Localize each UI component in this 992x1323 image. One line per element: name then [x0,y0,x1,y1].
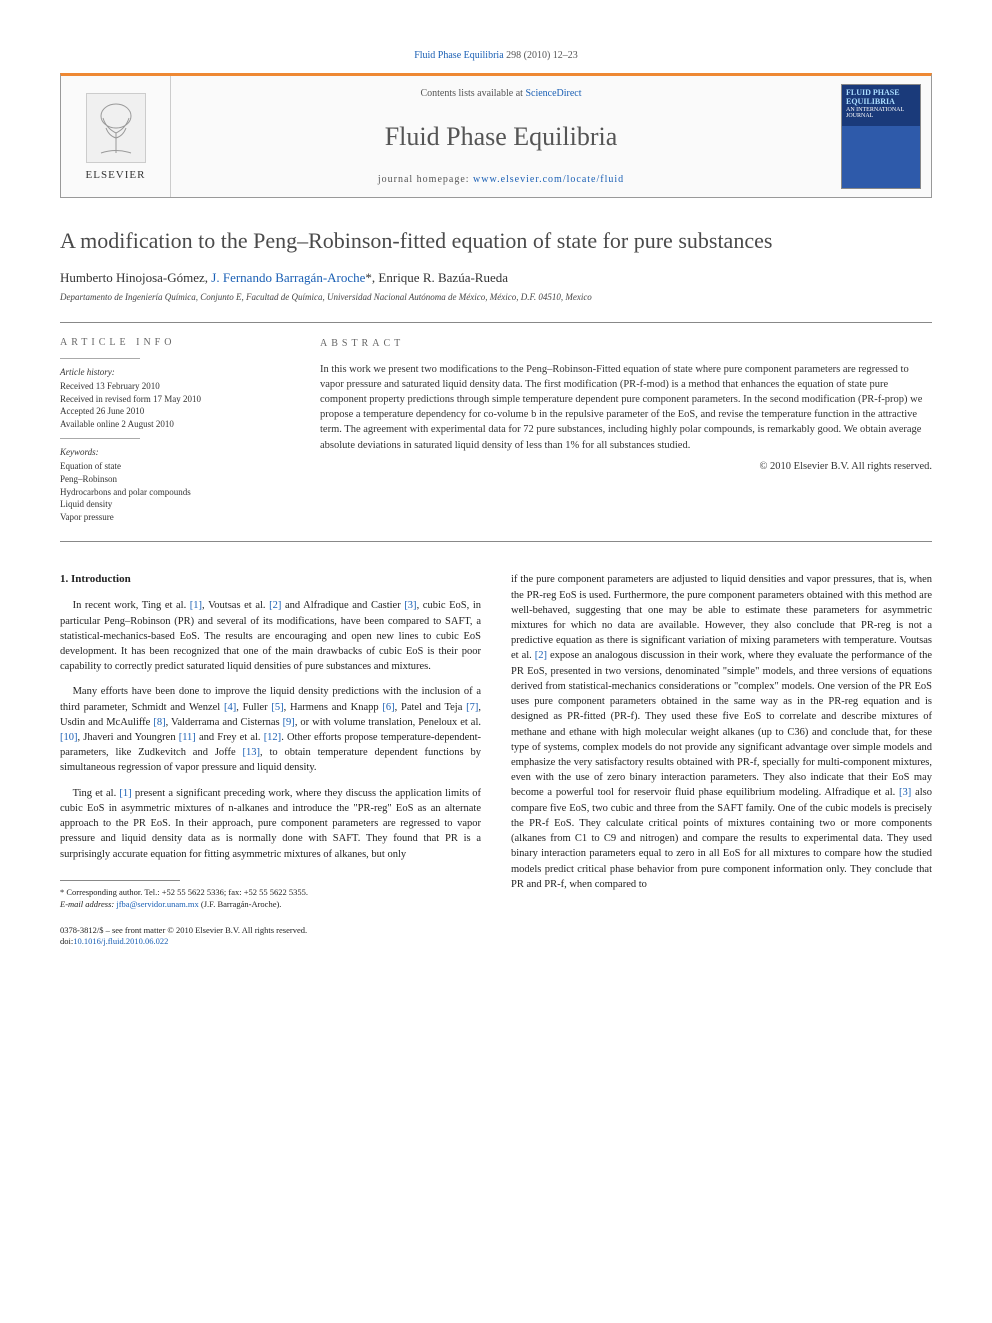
keyword: Peng–Robinson [60,473,300,486]
page-header-citation: Fluid Phase Equilibria 298 (2010) 12–23 [60,50,932,61]
history-revised: Received in revised form 17 May 2010 [60,393,300,406]
affiliation: Departamento de Ingeniería Química, Conj… [60,292,932,302]
history-online: Available online 2 August 2010 [60,418,300,431]
abstract-block: abstract In this work we present two mod… [320,337,932,523]
footnote-separator [60,880,180,881]
contents-available-line: Contents lists available at ScienceDirec… [181,88,821,99]
ref-link[interactable]: [8] [153,717,165,728]
keywords-heading: Keywords: [60,447,300,457]
sciencedirect-link[interactable]: ScienceDirect [525,88,581,99]
ref-link[interactable]: [5] [271,702,283,713]
bottom-meta: 0378-3812/$ – see front matter © 2010 El… [60,925,481,949]
journal-header: ELSEVIER Contents lists available at Sci… [60,73,932,198]
corresponding-footnote: * Corresponding author. Tel.: +52 55 562… [60,887,481,899]
article-body: 1. Introduction In recent work, Ting et … [60,572,932,948]
ref-link[interactable]: [6] [382,702,394,713]
article-info-block: article info Article history: Received 1… [60,337,320,523]
history-accepted: Accepted 26 June 2010 [60,405,300,418]
left-column: 1. Introduction In recent work, Ting et … [60,572,481,948]
ref-link[interactable]: [4] [224,702,236,713]
ref-link[interactable]: [3] [404,600,416,611]
abstract-text: In this work we present two modification… [320,362,932,453]
ref-link[interactable]: [1] [190,600,202,611]
journal-cover-thumbnail: FLUID PHASE EQUILIBRIA AN INTERNATIONAL … [841,84,921,189]
doi-link[interactable]: 10.1016/j.fluid.2010.06.022 [73,936,168,946]
keyword: Equation of state [60,460,300,473]
ref-link[interactable]: [13] [242,747,260,758]
ref-link[interactable]: [2] [535,650,547,661]
body-paragraph: if the pure component parameters are adj… [511,572,932,892]
ref-link[interactable]: [2] [269,600,281,611]
ref-link[interactable]: [12] [264,732,282,743]
keyword: Hydrocarbons and polar compounds [60,486,300,499]
ref-link[interactable]: [11] [179,732,196,743]
journal-name: Fluid Phase Equilibria [181,122,821,152]
ref-link[interactable]: [3] [899,787,911,798]
journal-homepage-line: journal homepage: www.elsevier.com/locat… [181,174,821,185]
abstract-heading: abstract [320,337,932,352]
ref-link[interactable]: [10] [60,732,78,743]
front-matter-line: 0378-3812/$ – see front matter © 2010 El… [60,925,481,937]
footnotes-block: * Corresponding author. Tel.: +52 55 562… [60,887,481,911]
elsevier-label: ELSEVIER [86,169,146,181]
body-paragraph: Ting et al. [1] present a significant pr… [60,786,481,862]
corresponding-author-link[interactable]: J. Fernando Barragán-Aroche [211,270,365,285]
ref-link[interactable]: [1] [119,788,131,799]
body-paragraph: In recent work, Ting et al. [1], Voutsas… [60,598,481,674]
article-info-heading: article info [60,337,300,348]
history-heading: Article history: [60,367,300,377]
right-column: if the pure component parameters are adj… [511,572,932,948]
email-link[interactable]: jfba@servidor.unam.mx [116,899,198,909]
introduction-heading: 1. Introduction [60,572,481,588]
keyword: Liquid density [60,498,300,511]
body-paragraph: Many efforts have been done to improve t… [60,684,481,775]
ref-link[interactable]: [9] [283,717,295,728]
journal-homepage-link[interactable]: www.elsevier.com/locate/fluid [473,174,624,185]
email-footnote: E-mail address: jfba@servidor.unam.mx (J… [60,899,481,911]
doi-line: doi:10.1016/j.fluid.2010.06.022 [60,936,481,948]
publisher-logo-block: ELSEVIER [61,76,171,197]
citation-journal-link[interactable]: Fluid Phase Equilibria [414,50,503,61]
authors-line: Humberto Hinojosa-Gómez, J. Fernando Bar… [60,270,932,286]
abstract-copyright: © 2010 Elsevier B.V. All rights reserved… [320,459,932,474]
keyword: Vapor pressure [60,511,300,524]
elsevier-tree-icon [86,93,146,163]
citation-suffix: 298 (2010) 12–23 [504,50,578,61]
history-received: Received 13 February 2010 [60,380,300,393]
article-title: A modification to the Peng–Robinson-fitt… [60,228,932,254]
ref-link[interactable]: [7] [466,702,478,713]
